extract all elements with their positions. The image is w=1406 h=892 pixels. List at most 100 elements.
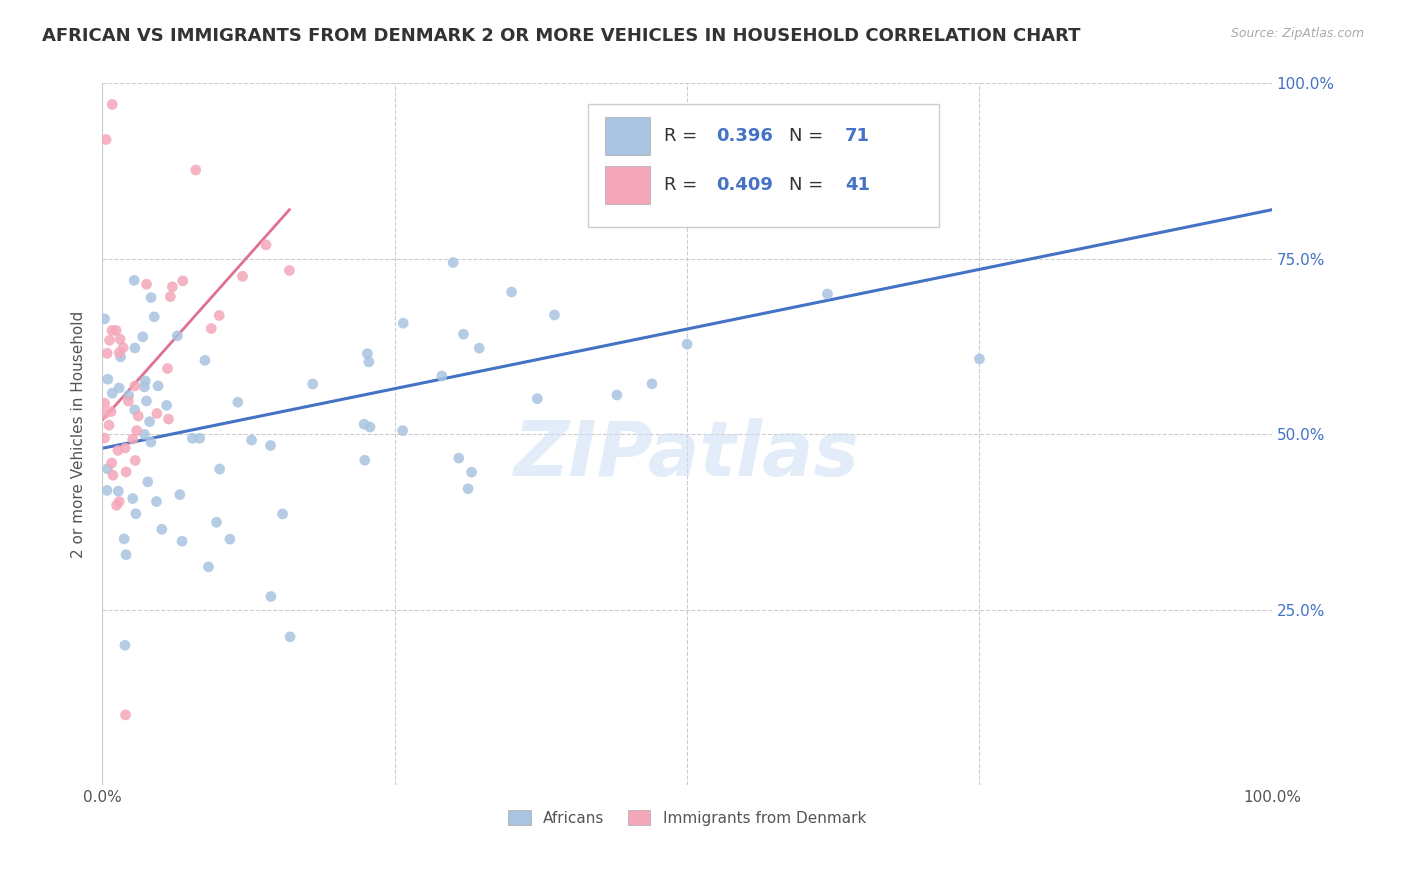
Point: [93, 311, 115, 326]
Text: 41: 41: [845, 177, 870, 194]
Point: [93, 407, 115, 421]
Point: [278, 263, 301, 277]
Point: [97, 372, 120, 386]
Point: [260, 590, 283, 604]
Text: AFRICAN VS IMMIGRANTS FROM DENMARK 2 OR MORE VEHICLES IN HOUSEHOLD CORRELATION C: AFRICAN VS IMMIGRANTS FROM DENMARK 2 OR …: [42, 27, 1081, 45]
Text: R =: R =: [664, 127, 703, 145]
Point: [460, 465, 482, 479]
Point: [159, 290, 181, 304]
Point: [110, 350, 132, 364]
FancyBboxPatch shape: [605, 117, 650, 155]
Point: [156, 361, 179, 376]
Point: [353, 453, 375, 467]
Point: [124, 402, 146, 417]
Point: [146, 379, 169, 393]
Point: [134, 374, 156, 388]
Point: [93, 431, 115, 445]
Point: [219, 532, 242, 546]
Point: [124, 341, 146, 355]
Text: N =: N =: [789, 177, 828, 194]
Point: [101, 324, 124, 338]
Point: [108, 332, 131, 346]
Point: [188, 431, 211, 445]
Point: [208, 462, 231, 476]
Point: [392, 316, 415, 330]
Point: [124, 379, 146, 393]
Point: [121, 432, 143, 446]
Point: [101, 468, 124, 483]
Point: [200, 321, 222, 335]
Point: [100, 404, 122, 418]
Point: [359, 420, 381, 434]
Point: [96, 483, 118, 498]
Text: 71: 71: [845, 127, 870, 145]
Point: [447, 451, 470, 466]
Point: [430, 369, 453, 384]
Point: [138, 415, 160, 429]
Point: [240, 433, 263, 447]
Point: [107, 484, 129, 499]
Point: [122, 273, 145, 287]
Y-axis label: 2 or more Vehicles in Household: 2 or more Vehicles in Household: [72, 310, 86, 558]
Point: [101, 97, 124, 112]
Point: [606, 388, 628, 402]
Point: [259, 438, 281, 452]
Point: [136, 475, 159, 489]
Point: [118, 388, 141, 402]
Point: [124, 453, 146, 467]
Point: [453, 327, 475, 342]
Point: [271, 507, 294, 521]
Text: Source: ZipAtlas.com: Source: ZipAtlas.com: [1230, 27, 1364, 40]
Text: 0.396: 0.396: [716, 127, 773, 145]
Point: [969, 351, 991, 366]
Point: [457, 482, 479, 496]
Point: [125, 424, 148, 438]
Point: [468, 341, 491, 355]
Point: [117, 394, 139, 409]
Point: [146, 407, 169, 421]
Point: [112, 532, 135, 546]
Point: [139, 435, 162, 450]
Point: [391, 424, 413, 438]
Point: [526, 392, 548, 406]
Point: [94, 132, 117, 146]
Point: [112, 341, 135, 355]
Point: [96, 462, 118, 476]
Point: [157, 412, 180, 426]
Point: [501, 285, 523, 299]
Point: [769, 142, 792, 156]
Point: [105, 498, 128, 512]
Point: [115, 465, 138, 479]
Point: [353, 417, 375, 432]
Legend: Africans, Immigrants from Denmark: Africans, Immigrants from Denmark: [501, 803, 873, 834]
Point: [131, 330, 153, 344]
Text: ZIPatlas: ZIPatlas: [515, 418, 860, 492]
Point: [143, 310, 166, 324]
Point: [125, 507, 148, 521]
Point: [641, 376, 664, 391]
Point: [208, 309, 231, 323]
Point: [184, 163, 207, 178]
Point: [815, 287, 838, 301]
Point: [114, 441, 136, 455]
Point: [108, 381, 131, 395]
Point: [101, 386, 124, 401]
Point: [134, 427, 156, 442]
Point: [114, 638, 136, 652]
Point: [356, 347, 378, 361]
Point: [115, 548, 138, 562]
Point: [543, 308, 565, 322]
Point: [441, 255, 464, 269]
Point: [205, 516, 228, 530]
Point: [172, 274, 194, 288]
Point: [134, 380, 156, 394]
Point: [181, 431, 204, 445]
Point: [232, 269, 254, 284]
Point: [169, 488, 191, 502]
Point: [127, 409, 149, 423]
Point: [135, 394, 157, 409]
Point: [98, 333, 121, 347]
Point: [150, 522, 173, 536]
FancyBboxPatch shape: [605, 166, 650, 204]
Point: [121, 491, 143, 506]
